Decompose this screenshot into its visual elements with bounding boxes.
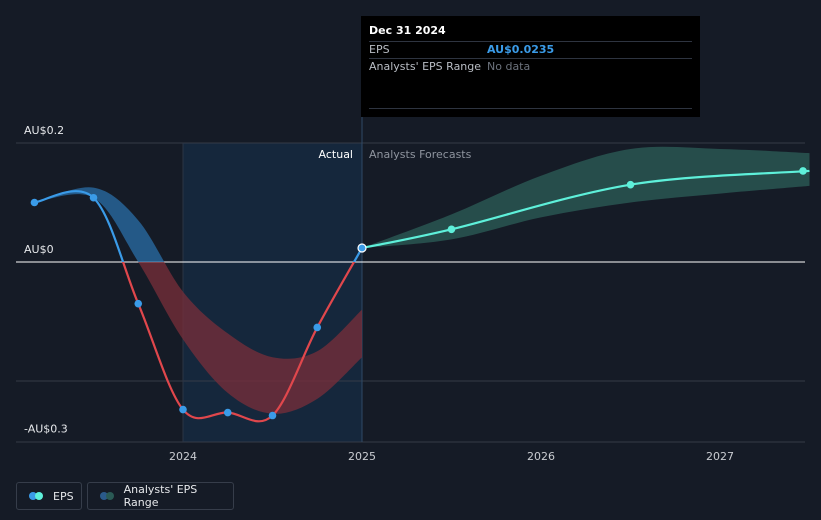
legend-eps[interactable]: EPS xyxy=(16,482,82,510)
eps-legend-icon xyxy=(29,491,45,501)
tooltip-divider xyxy=(369,108,692,109)
y-axis-label: AU$0.2 xyxy=(24,124,64,137)
eps-line-positive xyxy=(34,190,363,262)
actual-zone-label: Actual xyxy=(319,148,353,161)
y-axis-label: -AU$0.3 xyxy=(24,423,68,436)
forecast-range-band xyxy=(362,146,810,249)
eps-point[interactable] xyxy=(313,323,322,332)
eps-tooltip: Dec 31 2024 EPS AU$0.0235 Analysts' EPS … xyxy=(361,16,700,117)
tooltip-date: Dec 31 2024 xyxy=(369,24,446,37)
eps-point[interactable] xyxy=(179,405,187,414)
eps-point[interactable] xyxy=(268,411,277,420)
eps-point-current[interactable] xyxy=(357,243,367,253)
tooltip-eps-value: AU$0.0235 xyxy=(487,43,555,56)
legend-eps-label: EPS xyxy=(53,489,74,503)
legend-analysts-eps-range[interactable]: Analysts' EPS Range xyxy=(87,482,234,510)
x-tick-label: 2025 xyxy=(348,450,376,463)
eps-point[interactable] xyxy=(223,408,232,417)
eps-point[interactable] xyxy=(30,198,39,207)
eps-forecast-point[interactable] xyxy=(799,167,807,175)
eps-point[interactable] xyxy=(89,193,98,202)
past-range-band-positive xyxy=(34,187,165,262)
eps-line-negative xyxy=(121,262,356,423)
tooltip-range-label: Analysts' EPS Range xyxy=(369,60,482,73)
legend-range-label: Analysts' EPS Range xyxy=(123,483,198,509)
eps-forecast-line xyxy=(361,169,810,250)
x-tick-label: 2027 xyxy=(706,450,734,463)
past-range-band-negative xyxy=(138,262,362,414)
y-axis-label: AU$0 xyxy=(24,243,54,256)
eps-forecast-point[interactable] xyxy=(626,180,635,189)
x-tick-label: 2026 xyxy=(527,450,555,463)
tooltip-row-eps: EPS AU$0.0235 xyxy=(369,41,692,58)
eps-point[interactable] xyxy=(134,299,143,308)
forecast-zone-label: Analysts Forecasts xyxy=(369,148,472,161)
eps-forecast-point[interactable] xyxy=(447,225,456,234)
tooltip-range-value: No data xyxy=(487,60,531,73)
tooltip-row-range: Analysts' EPS Range No data xyxy=(369,58,692,75)
range-legend-icon xyxy=(100,491,116,501)
x-tick-label: 2024 xyxy=(169,450,197,463)
tooltip-eps-label: EPS xyxy=(369,43,390,56)
